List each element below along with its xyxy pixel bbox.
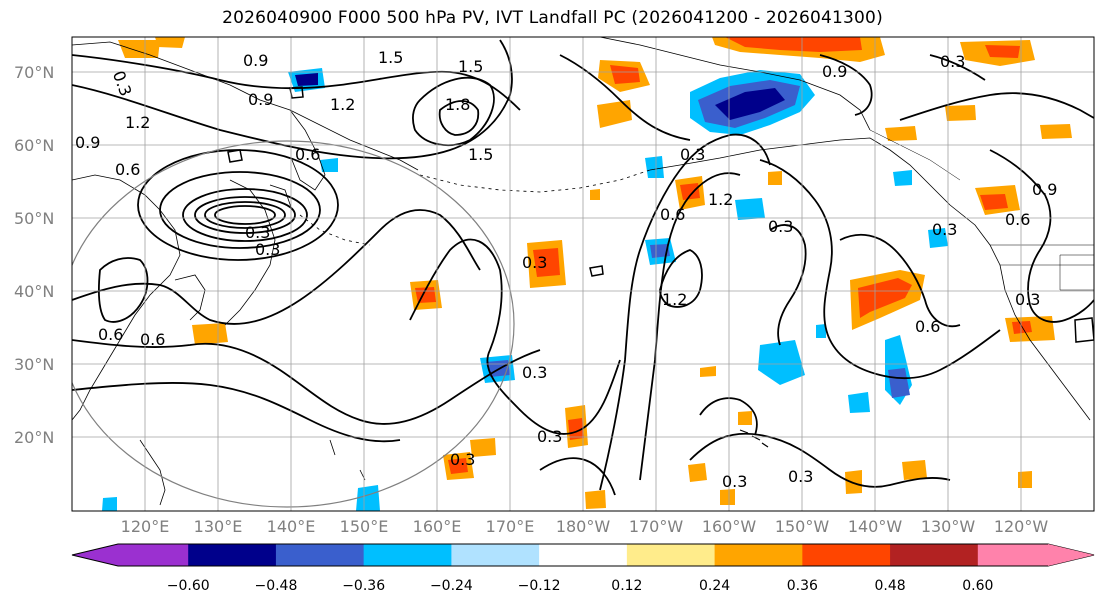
- colorbar-tick-label: −0.60: [167, 578, 210, 594]
- colorbar-extend-low: [72, 544, 118, 566]
- colorbar-segment: [890, 544, 979, 566]
- latitude-label: 30°N: [14, 355, 54, 374]
- contour-label: 0.3: [768, 217, 793, 236]
- gridlines: [72, 37, 1094, 511]
- contour-label: 0.3: [450, 450, 475, 469]
- longitude-label: 130°E: [194, 517, 243, 536]
- colorbar-segment: [188, 544, 277, 566]
- contour-label: 1.2: [330, 95, 355, 114]
- colorbar-segment: [451, 544, 540, 566]
- colorbar-tick-label: 0.36: [787, 578, 818, 594]
- contour-label: 0.6: [1005, 210, 1030, 229]
- latitude-label: 70°N: [14, 63, 54, 82]
- colorbar-segment: [626, 544, 716, 566]
- longitude-axis: 120°E 130°E 140°E 150°E 160°E 170°E 180°…: [121, 517, 1049, 536]
- figure-title: 2026040900 F000 500 hPa PV, IVT Landfall…: [222, 8, 883, 28]
- colorbar-segment: [802, 544, 891, 566]
- contour-label: 0.6: [295, 145, 320, 164]
- longitude-label: 160°E: [413, 517, 462, 536]
- latitude-label: 60°N: [14, 136, 54, 155]
- contour-label: 0.3: [522, 253, 547, 272]
- contour-label: 0.3: [680, 145, 705, 164]
- contour-label: 0.3: [940, 52, 965, 71]
- colorbar-tick-label: 0.24: [699, 578, 730, 594]
- longitude-label: 150°W: [775, 517, 830, 536]
- longitude-label: 130°W: [921, 517, 976, 536]
- contour-label: 0.9: [248, 90, 273, 109]
- colorbar-tick-label: 0.12: [611, 578, 642, 594]
- longitude-label: 140°W: [848, 517, 903, 536]
- latitude-label: 50°N: [14, 209, 54, 228]
- longitude-label: 170°W: [629, 517, 684, 536]
- colorbar: −0.60 −0.48 −0.36 −0.24 −0.12 0.12 0.24 0.36 0.4…: [71, 543, 1095, 594]
- colorbar-tick-label: −0.48: [254, 578, 297, 594]
- contour-label: 0.6: [140, 330, 165, 349]
- contour-label: 0.3: [788, 467, 813, 486]
- contour-label: 0.3: [1015, 290, 1040, 309]
- colorbar-tick-label: −0.36: [342, 578, 385, 594]
- contour-label: 0.9: [243, 51, 268, 70]
- contour-label: 0.3: [255, 240, 280, 259]
- contour-label: 0.3: [932, 220, 957, 239]
- contour-label: 1.2: [708, 190, 733, 209]
- contour-label: 0.3: [537, 427, 562, 446]
- colorbar-extend-high: [1048, 544, 1094, 566]
- colorbar-tick-label: −0.24: [430, 578, 473, 594]
- contour-label: 0.6: [115, 160, 140, 179]
- contour-labels: 0.9 1.5 1.5 0.3 1.2 1.8 0.9 0.3 1.2 0.9 …: [75, 48, 1057, 491]
- contour-label: 0.3: [722, 472, 747, 491]
- contour-label: 1.5: [468, 145, 493, 164]
- contour-label: 0.9: [1032, 180, 1057, 199]
- contour-label: 0.3: [522, 363, 547, 382]
- latitude-label: 40°N: [14, 282, 54, 301]
- latitude-axis: 70°N 60°N 50°N 40°N 30°N 20°N: [14, 63, 54, 447]
- anomaly-shading: [102, 37, 1072, 511]
- contour-label: 0.9: [75, 133, 100, 152]
- colorbar-tick-label: 0.60: [962, 578, 993, 594]
- longitude-label: 150°E: [340, 517, 389, 536]
- longitude-label: 160°W: [702, 517, 757, 536]
- colorbar-segment: [539, 544, 628, 566]
- colorbar-tick-label: 0.48: [874, 578, 905, 594]
- contour-label: 1.2: [125, 113, 150, 132]
- colorbar-segment: [275, 544, 365, 566]
- latitude-label: 20°N: [14, 428, 54, 447]
- contour-label: 1.8: [445, 95, 470, 114]
- contour-label: 0.3: [245, 223, 270, 242]
- colorbar-tick-label: −0.12: [518, 578, 561, 594]
- contour-label: 0.9: [822, 62, 847, 81]
- colorbar-segment: [714, 544, 803, 566]
- colorbar-segment: [977, 544, 1049, 566]
- longitude-label: 140°E: [267, 517, 316, 536]
- colorbar-segment: [363, 544, 452, 566]
- longitude-label: 180°W: [556, 517, 611, 536]
- longitude-label: 120°W: [994, 517, 1049, 536]
- contour-label: 0.6: [915, 317, 940, 336]
- longitude-label: 120°E: [121, 517, 170, 536]
- contour-label: 1.5: [378, 48, 403, 67]
- map-frame: [71, 36, 1095, 512]
- longitude-label: 170°E: [486, 517, 535, 536]
- contour-label: 0.6: [660, 205, 685, 224]
- landfall-radius-circle: [72, 140, 515, 508]
- contour-label: 1.2: [662, 290, 687, 309]
- contour-label: 0.6: [98, 325, 123, 344]
- contour-label: 1.5: [458, 57, 483, 76]
- colorbar-segment: [118, 544, 189, 566]
